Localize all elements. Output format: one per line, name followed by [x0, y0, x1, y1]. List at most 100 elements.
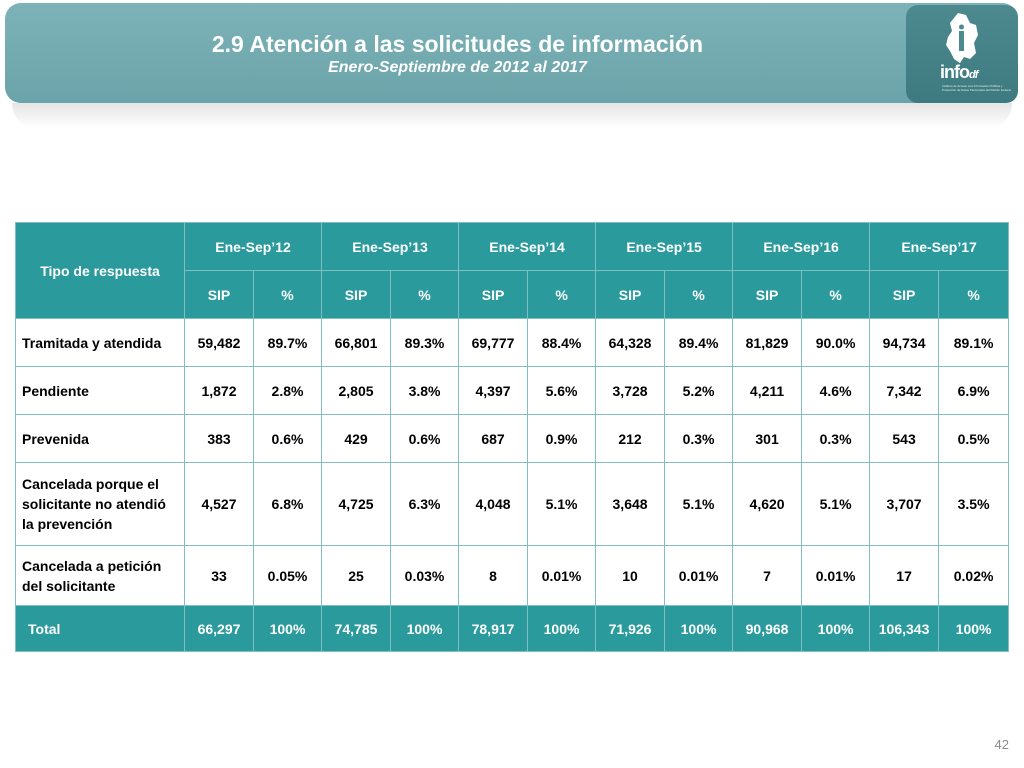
table-row: Pendiente 1,872 2.8% 2,805 3.8% 4,397 5.…: [15, 366, 1010, 415]
cell-pct: 3.5%: [938, 462, 1010, 546]
table-row: Cancelada porque el solicitante no atendi…: [15, 462, 1010, 546]
banner-shadow: [12, 103, 1012, 129]
cell-sip: 4,527: [184, 462, 254, 546]
table-header-row-sub: SIP % SIP % SIP % SIP % SIP % SIP %: [16, 270, 1010, 319]
cell-pct: 6.8%: [252, 462, 323, 546]
cell-pct: 5.1%: [801, 462, 871, 546]
total-sip: 106,343: [869, 605, 940, 652]
cell-pct: 0.9%: [527, 414, 597, 463]
table-row: Prevenida 383 0.6% 429 0.6% 687 0.9% 212…: [15, 414, 1010, 463]
cell-sip: 59,482: [184, 318, 254, 367]
period-header: Ene-Sep’15: [595, 222, 734, 271]
sub-header-sip: SIP: [458, 270, 529, 319]
cell-pct: 89.1%: [938, 318, 1010, 367]
cell-pct: 3.8%: [390, 366, 460, 415]
cell-sip: 4,211: [732, 366, 803, 415]
cell-sip: 64,328: [595, 318, 666, 367]
cell-pct: 5.2%: [664, 366, 734, 415]
logo-fine-print: Instituto de Acceso a la Información Púb…: [942, 84, 1011, 92]
cell-pct: 88.4%: [527, 318, 597, 367]
cell-pct: 0.01%: [527, 545, 597, 606]
cell-pct: 0.3%: [801, 414, 871, 463]
cell-pct: 5.6%: [527, 366, 597, 415]
table-row: Tramitada y atendida 59,482 89.7% 66,801…: [15, 318, 1010, 367]
cell-sip: 66,801: [321, 318, 392, 367]
sub-header-pct: %: [252, 270, 323, 319]
cell-sip: 1,872: [184, 366, 254, 415]
cell-sip: 3,648: [595, 462, 666, 546]
table-total-row: Total 66,297 100% 74,785 100% 78,917 100…: [15, 605, 1010, 652]
total-sip: 66,297: [184, 605, 254, 652]
table-row: Cancelada a petición del solicitante 33 0…: [15, 545, 1010, 606]
cell-sip: 17: [869, 545, 940, 606]
total-sip: 71,926: [595, 605, 666, 652]
total-sip: 74,785: [321, 605, 392, 652]
row-label: Cancelada a petición del solicitante: [15, 545, 185, 606]
total-pct: 100%: [390, 605, 460, 652]
sub-header-pct: %: [527, 270, 597, 319]
sub-header-sip: SIP: [869, 270, 940, 319]
period-header: Ene-Sep’17: [869, 222, 1010, 271]
cell-sip: 301: [732, 414, 803, 463]
sub-header-pct: %: [938, 270, 1010, 319]
requests-table: Tipo de respuesta Ene-Sep’12 Ene-Sep’13 …: [15, 222, 1010, 652]
cell-pct: 2.8%: [252, 366, 323, 415]
cell-pct: 89.7%: [252, 318, 323, 367]
period-header: Ene-Sep’13: [321, 222, 460, 271]
cell-sip: 10: [595, 545, 666, 606]
total-pct: 100%: [801, 605, 871, 652]
cell-pct: 0.3%: [664, 414, 734, 463]
total-pct: 100%: [252, 605, 323, 652]
cell-pct: 0.01%: [664, 545, 734, 606]
cell-sip: 212: [595, 414, 666, 463]
header-banner: [5, 3, 1018, 103]
row-label: Cancelada porque el solicitante no atendi…: [15, 462, 185, 546]
cell-pct: 0.05%: [252, 545, 323, 606]
cell-pct: 0.6%: [390, 414, 460, 463]
page-number: 42: [994, 737, 1009, 752]
cell-sip: 687: [458, 414, 529, 463]
district-map-icon: [946, 13, 978, 63]
page-title: 2.9 Atención a las solicitudes de inform…: [211, 31, 704, 57]
cell-pct: 5.1%: [527, 462, 597, 546]
sub-header-pct: %: [801, 270, 871, 319]
cell-pct: 5.1%: [664, 462, 734, 546]
total-pct: 100%: [938, 605, 1010, 652]
cell-pct: 0.5%: [938, 414, 1010, 463]
row-label: Tramitada y atendida: [15, 318, 185, 367]
sub-header-sip: SIP: [732, 270, 803, 319]
cell-pct: 0.03%: [390, 545, 460, 606]
cell-pct: 6.9%: [938, 366, 1010, 415]
cell-pct: 90.0%: [801, 318, 871, 367]
table-header-row-periods: Tipo de respuesta Ene-Sep’12 Ene-Sep’13 …: [15, 222, 1010, 319]
logo-wordmark: infodf: [940, 62, 978, 82]
cell-sip: 8: [458, 545, 529, 606]
period-header: Ene-Sep’16: [732, 222, 871, 271]
cell-pct: 4.6%: [801, 366, 871, 415]
cell-sip: 3,707: [869, 462, 940, 546]
sub-header-sip: SIP: [595, 270, 666, 319]
cell-pct: 0.6%: [252, 414, 323, 463]
cell-sip: 4,620: [732, 462, 803, 546]
cell-sip: 4,397: [458, 366, 529, 415]
cell-sip: 4,048: [458, 462, 529, 546]
sub-header-sip: SIP: [184, 270, 254, 319]
row-label: Pendiente: [15, 366, 185, 415]
total-label: Total: [15, 605, 185, 652]
cell-sip: 429: [321, 414, 392, 463]
sub-header-sip: SIP: [321, 270, 392, 319]
cell-sip: 4,725: [321, 462, 392, 546]
period-header: Ene-Sep’14: [458, 222, 597, 271]
total-sip: 78,917: [458, 605, 529, 652]
cell-sip: 383: [184, 414, 254, 463]
total-pct: 100%: [664, 605, 734, 652]
cell-sip: 543: [869, 414, 940, 463]
page-subtitle: Enero-Septiembre de 2012 al 2017: [328, 59, 587, 76]
cell-sip: 69,777: [458, 318, 529, 367]
cell-pct: 0.02%: [938, 545, 1010, 606]
cell-sip: 3,728: [595, 366, 666, 415]
cell-pct: 89.3%: [390, 318, 460, 367]
cell-sip: 7,342: [869, 366, 940, 415]
cell-pct: 0.01%: [801, 545, 871, 606]
cell-pct: 6.3%: [390, 462, 460, 546]
